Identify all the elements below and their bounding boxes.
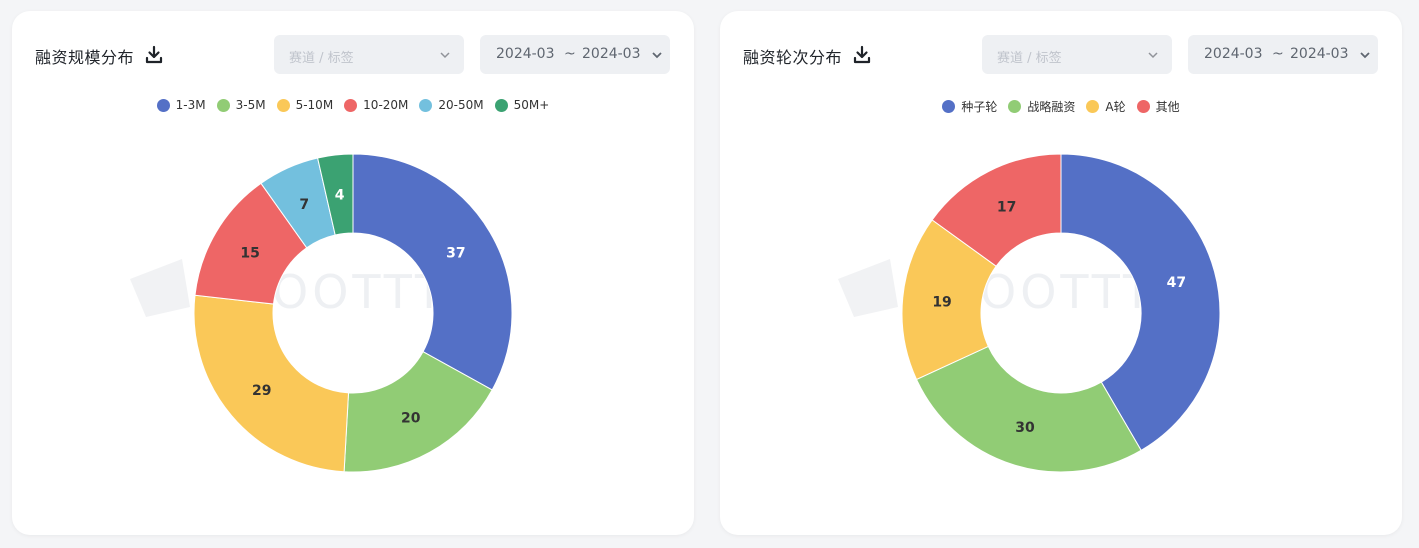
legend-swatch	[344, 98, 358, 112]
legend-swatch	[494, 98, 508, 112]
data-label-种子轮: 47	[1167, 275, 1186, 291]
data-label-3-5m: 20	[401, 411, 421, 427]
date-end: 2024-03	[1290, 46, 1349, 62]
date-range-select[interactable]: 2024-03 ~ 2024-03	[480, 35, 670, 74]
chevron-down-icon	[652, 52, 662, 59]
tag-select[interactable]: 赛道 / 标签	[274, 35, 464, 74]
legend-swatch	[1086, 100, 1100, 113]
donut-slice-战略融资[interactable]	[915, 345, 1142, 473]
tag-select[interactable]: 赛道 / 标签	[982, 35, 1172, 74]
data-label-50m: 4	[335, 187, 345, 203]
date-start: 2024-03	[1204, 46, 1263, 62]
legend-swatch	[942, 100, 956, 113]
legend-label: A轮	[1105, 100, 1126, 114]
date-start: 2024-03	[496, 46, 555, 62]
legend-item-10-20m[interactable]: 10-20M	[344, 98, 408, 112]
date-separator: ~	[564, 46, 576, 62]
legend-swatch	[276, 98, 290, 112]
card-title: 融资轮次分布	[743, 48, 843, 67]
data-label-1-3m: 37	[446, 245, 465, 261]
legend-label: 其他	[1155, 100, 1180, 114]
legend-label: 10-20M	[363, 98, 409, 112]
legend-item-战略融资[interactable]: 战略融资	[1008, 98, 1075, 115]
legend-label: 50M+	[513, 98, 550, 112]
donut-slice-其他[interactable]	[931, 153, 1062, 267]
legend-label: 20-50M	[438, 98, 484, 112]
legend-item-a轮[interactable]: A轮	[1086, 98, 1126, 115]
donut-slice-种子轮[interactable]	[1060, 153, 1221, 452]
chevron-down-icon	[440, 52, 450, 59]
data-label-5-10m: 29	[252, 383, 271, 399]
legend-label: 战略融资	[1027, 100, 1076, 114]
download-icon[interactable]	[143, 44, 165, 66]
data-label-其他: 17	[997, 200, 1016, 216]
donut-slice-1-3m[interactable]	[352, 153, 513, 391]
chart-legend: 1-3M 3-5M 5-10M 10-20M 20-50M 50M+	[12, 98, 694, 112]
legend-swatch	[1008, 100, 1022, 113]
funding-size-card: 融资规模分布 赛道 / 标签 2024-03 ~ 2024-03 1-3M 3-5…	[12, 11, 694, 535]
legend-item-5-10m[interactable]: 5-10M	[276, 98, 334, 112]
legend-item-3-5m[interactable]: 3-5M	[216, 98, 266, 112]
legend-swatch	[1136, 100, 1150, 113]
date-range-select[interactable]: 2024-03 ~ 2024-03	[1188, 35, 1378, 74]
tag-select-placeholder: 赛道 / 标签	[289, 51, 354, 66]
data-label-10-20m: 15	[240, 245, 259, 261]
data-label-a轮: 19	[932, 294, 951, 310]
date-end: 2024-03	[582, 46, 641, 62]
legend-label: 5-10M	[295, 98, 334, 112]
legend-label: 1-3M	[175, 98, 206, 112]
legend-item-种子轮[interactable]: 种子轮	[942, 98, 997, 115]
tag-select-placeholder: 赛道 / 标签	[997, 51, 1062, 66]
donut-slice-5-10m[interactable]	[193, 294, 350, 473]
legend-label: 3-5M	[235, 98, 266, 112]
legend-item-其他[interactable]: 其他	[1136, 98, 1180, 115]
legend-label: 种子轮	[961, 100, 998, 114]
download-icon[interactable]	[851, 44, 873, 66]
watermark-logo	[838, 259, 898, 317]
funding-round-card: 融资轮次分布 赛道 / 标签 2024-03 ~ 2024-03 种子轮 战略融资…	[720, 11, 1402, 535]
data-label-20-50m: 7	[299, 197, 309, 213]
donut-slice-50m[interactable]	[317, 153, 354, 236]
legend-item-1-3m[interactable]: 1-3M	[156, 98, 206, 112]
chevron-down-icon	[1360, 52, 1370, 59]
watermark-logo	[130, 259, 190, 317]
legend-swatch	[419, 98, 433, 112]
chart-legend: 种子轮 战略融资 A轮 其他	[720, 98, 1402, 115]
legend-item-50m[interactable]: 50M+	[494, 98, 550, 112]
card-title: 融资规模分布	[35, 48, 135, 67]
legend-swatch	[216, 98, 230, 112]
date-separator: ~	[1272, 46, 1284, 62]
chevron-down-icon	[1148, 52, 1158, 59]
data-label-战略融资: 30	[1015, 420, 1035, 436]
legend-item-20-50m[interactable]: 20-50M	[419, 98, 484, 112]
legend-swatch	[156, 98, 170, 112]
